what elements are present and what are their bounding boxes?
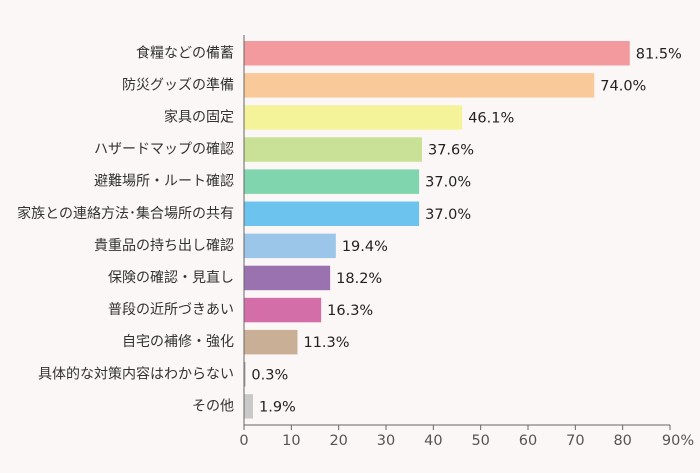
- category-label-4: 避難場所・ルート確認: [94, 174, 234, 190]
- bar-3: [244, 137, 422, 162]
- bar-9: [244, 329, 298, 355]
- value-label-1: 74.0%: [600, 78, 646, 94]
- bar-5: [244, 201, 420, 226]
- bar-11: [244, 394, 253, 419]
- bar-8: [244, 297, 322, 323]
- category-label-10: 具体的な対策内容はわからない: [38, 365, 234, 382]
- x-tick-label-3: 30: [377, 433, 395, 449]
- x-tick-label-8: 80: [613, 433, 631, 449]
- x-tick-label-7: 70: [566, 433, 584, 449]
- category-label-1: 防災グッズの準備: [122, 77, 234, 93]
- x-tick-label-5: 50: [471, 433, 489, 449]
- value-label-8: 16.3%: [327, 303, 373, 319]
- value-label-5: 37.0%: [425, 207, 471, 223]
- category-label-5: 家族との連絡方法･集合場所の共有: [17, 205, 234, 222]
- value-label-2: 46.1%: [468, 110, 514, 126]
- category-label-7: 保険の確認・見直し: [108, 269, 234, 286]
- category-label-6: 貴重品の持ち出し確認: [94, 238, 234, 254]
- bar-2: [244, 105, 463, 130]
- category-label-0: 食糧などの備蓄: [136, 44, 234, 61]
- category-label-2: 家具の固定: [164, 108, 234, 125]
- value-label-10: 0.3%: [251, 367, 288, 383]
- value-label-0: 81.5%: [636, 46, 682, 62]
- x-tick-label-4: 40: [424, 433, 442, 449]
- bar-7: [244, 265, 331, 291]
- category-label-11: その他: [192, 398, 234, 414]
- x-tick-label-0: 0: [239, 433, 248, 449]
- value-label-11: 1.9%: [259, 399, 296, 415]
- category-label-8: 普段の近所づきあい: [108, 302, 234, 318]
- value-label-9: 11.3%: [303, 335, 349, 351]
- category-label-9: 自宅の補修・強化: [122, 334, 234, 350]
- x-tick-label-6: 60: [519, 433, 537, 449]
- bar-10: [244, 362, 246, 387]
- x-tick-label-2: 20: [329, 433, 347, 449]
- value-label-4: 37.0%: [425, 175, 471, 191]
- bar-1: [244, 73, 595, 98]
- category-label-3: ハザードマップの確認: [94, 142, 234, 158]
- x-tick-label-9: 90%: [662, 433, 694, 449]
- value-label-3: 37.6%: [428, 143, 474, 159]
- x-tick-label-1: 10: [282, 433, 300, 449]
- x-axis: 0 10 20 30 40 50 60 70 80 90%: [239, 35, 694, 449]
- bars-group: [244, 41, 630, 419]
- value-labels: 81.5% 74.0% 46.1% 37.6% 37.0% 37.0% 19.4% 18.2%…: [251, 46, 681, 415]
- value-label-6: 19.4%: [342, 239, 388, 255]
- bar-4: [244, 169, 420, 194]
- value-label-7: 18.2%: [336, 271, 382, 287]
- category-labels: 食糧などの備蓄防災グッズの準備家具の固定ハザードマップの確認避難場所・ルート確認…: [17, 44, 234, 414]
- bar-0: [244, 41, 630, 66]
- bar-6: [244, 233, 336, 259]
